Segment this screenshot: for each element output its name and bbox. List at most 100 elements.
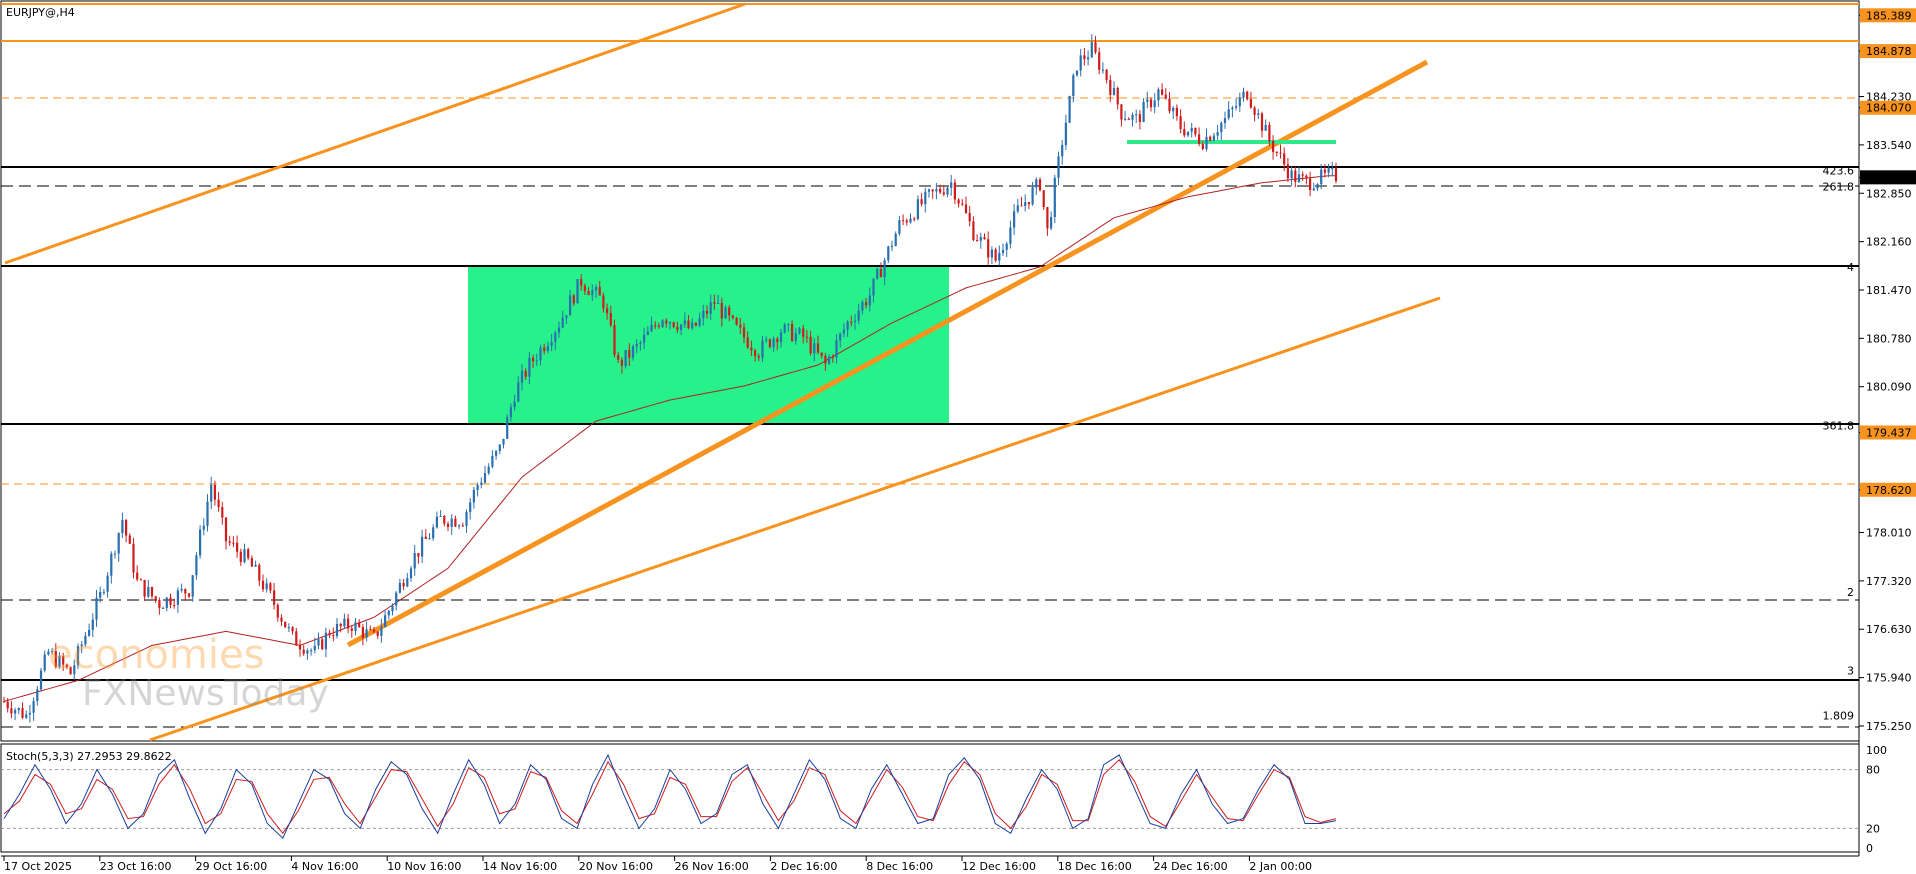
candle-body <box>853 320 857 322</box>
candle-body <box>602 295 605 309</box>
candle-body <box>332 635 335 637</box>
candles-layer <box>2 34 1338 723</box>
candle-body <box>661 320 664 327</box>
candle-body <box>491 455 494 467</box>
candle-body <box>1116 88 1119 105</box>
candle-body <box>935 188 938 192</box>
candle-body <box>809 337 812 354</box>
candle-body <box>350 628 353 631</box>
candle-body <box>624 350 627 366</box>
candle-body <box>147 587 150 597</box>
candle-body <box>1183 129 1186 136</box>
candle-body <box>1042 190 1045 208</box>
candle-body <box>309 650 313 652</box>
candle-body <box>772 338 775 348</box>
candle-body <box>1294 170 1297 182</box>
stoch-scale-label: 80 <box>1866 764 1880 777</box>
candle-body <box>50 651 54 653</box>
candle-body <box>739 324 742 328</box>
candle-body <box>210 484 213 502</box>
candle-body <box>435 516 439 528</box>
candle-body <box>376 631 379 636</box>
candle-body <box>295 631 298 646</box>
candle-body <box>665 320 668 324</box>
candle-body <box>709 302 712 314</box>
candle-body <box>683 320 686 325</box>
candle-body <box>761 340 764 358</box>
price-tick-label: 175.940 <box>1866 672 1912 685</box>
candle-body <box>1279 152 1282 154</box>
candle-body <box>979 237 982 241</box>
candle-body <box>746 337 749 348</box>
candle-body <box>1123 118 1127 120</box>
candle-body <box>750 347 753 351</box>
price-tick-label: 177.320 <box>1866 575 1912 588</box>
candle-body <box>247 549 250 559</box>
candle-body <box>143 579 146 597</box>
candle-body <box>1075 70 1079 76</box>
candle-body <box>1094 42 1097 53</box>
candle-body <box>942 192 945 195</box>
candle-body <box>557 327 561 333</box>
candle-body <box>302 649 305 654</box>
candle-body <box>987 239 990 258</box>
time-tick-label: 17 Oct 2025 <box>4 860 72 873</box>
candle-body <box>1308 178 1312 191</box>
candle-body <box>387 610 390 616</box>
price-tag-label: 184.878 <box>1866 45 1912 58</box>
candle-body <box>820 352 823 356</box>
candle-body <box>476 484 479 490</box>
chart-title: EURJPY@,H4 <box>6 6 75 19</box>
price-tag <box>1860 482 1916 497</box>
candle-body <box>335 623 339 637</box>
candle-body <box>502 438 505 445</box>
candle-body <box>1127 118 1130 120</box>
candle-body <box>698 318 701 326</box>
candle-body <box>1268 124 1271 142</box>
price-tag-label: 179.437 <box>1866 426 1912 439</box>
price-tag <box>1860 44 1916 59</box>
candle-body <box>398 582 402 593</box>
candle-body <box>565 315 568 318</box>
candle-body <box>554 332 557 343</box>
candle-body <box>469 502 472 512</box>
candle-body <box>894 233 897 247</box>
candle-body <box>417 553 420 557</box>
candle-body <box>1172 107 1175 112</box>
candle-body <box>927 189 931 192</box>
candle-body <box>1031 187 1034 205</box>
candle-body <box>420 536 424 557</box>
moving-average-layer <box>3 175 1336 702</box>
candle-body <box>324 632 328 650</box>
candle-body <box>790 324 794 342</box>
candle-body <box>291 627 294 632</box>
candle-body <box>1109 79 1112 95</box>
candle-body <box>1064 122 1068 146</box>
time-tick-label: 14 Nov 16:00 <box>483 860 557 873</box>
candle-body <box>1020 205 1023 207</box>
candle-body <box>1138 114 1142 122</box>
candle-body <box>1264 124 1267 131</box>
time-axis: 17 Oct 2025 23 Oct 16:00 29 Oct 16:00 4 Nov… <box>3 856 1312 873</box>
candle-body <box>136 572 139 580</box>
candle-body <box>65 664 69 668</box>
candle-body <box>617 354 620 360</box>
candle-body <box>1157 89 1160 101</box>
candle-body <box>1009 227 1012 244</box>
candle-body <box>1327 168 1330 173</box>
candle-body <box>276 604 279 618</box>
candle-body <box>176 590 180 605</box>
candle-body <box>54 651 57 667</box>
candle-body <box>913 218 916 220</box>
candle-body <box>776 338 779 343</box>
candle-body <box>591 290 594 296</box>
time-tick-label: 18 Dec 16:00 <box>1058 860 1132 873</box>
candle-body <box>213 484 217 500</box>
candle-body <box>950 182 953 188</box>
candle-body <box>461 525 464 527</box>
candle-body <box>831 356 834 358</box>
time-tick-label: 24 Dec 16:00 <box>1154 860 1228 873</box>
candle-body <box>783 324 786 333</box>
candle-body <box>1286 164 1290 179</box>
